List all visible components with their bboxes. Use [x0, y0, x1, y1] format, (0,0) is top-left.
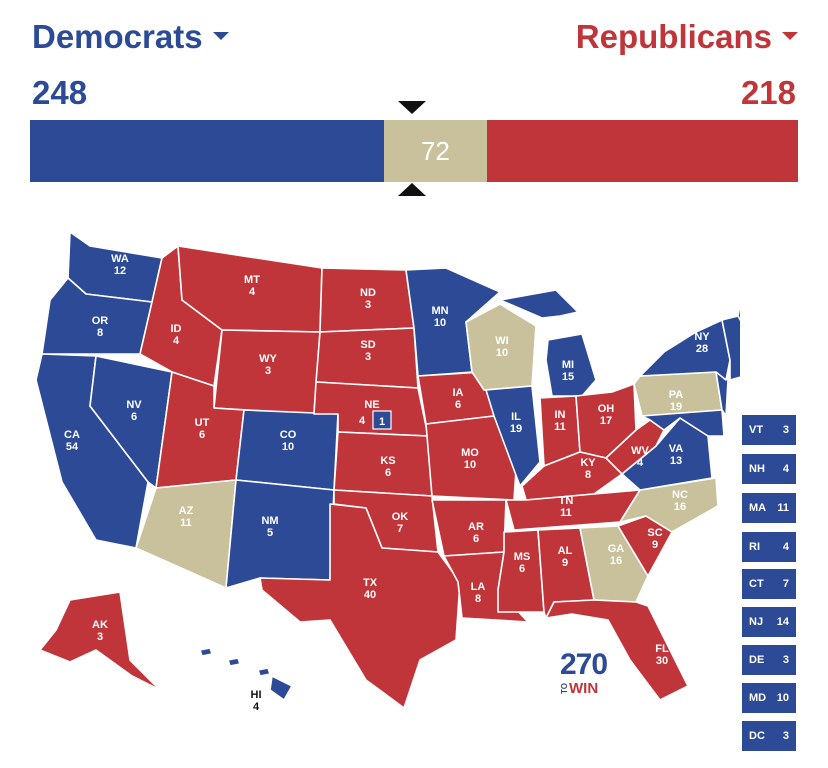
state-FL[interactable]: [545, 599, 689, 701]
small-state-abbr: DC: [749, 730, 765, 742]
small-state-abbr: CT: [749, 578, 764, 590]
state-ND[interactable]: [319, 267, 415, 333]
state-MS[interactable]: [497, 529, 545, 613]
state-IL[interactable]: [485, 385, 541, 487]
state-SD[interactable]: [315, 327, 419, 389]
caret-down-icon: [782, 32, 798, 41]
270towin-logo: 270 TO WIN: [560, 648, 610, 698]
state-WI[interactable]: [465, 303, 537, 391]
democrats-vote-count: 248: [32, 74, 88, 111]
electoral-vote-bar: 72: [30, 120, 798, 182]
state-AK[interactable]: [39, 591, 161, 691]
republicans-dropdown[interactable]: Republicans: [576, 18, 798, 56]
republicans-vote-count: 218: [740, 74, 796, 111]
small-state-abbr: VT: [749, 424, 764, 436]
small-state-abbr: DE: [749, 654, 765, 666]
small-state-abbr: MA: [749, 502, 767, 514]
logo-to: TO: [560, 683, 569, 694]
us-electoral-map: 1 WA 12 OR 8 CA 54 NV 6 ID 4 MT 4 WY 3 U…: [35, 231, 740, 713]
label-ev-HI: 4: [253, 701, 260, 713]
logo-win: WIN: [569, 680, 599, 697]
state-KS[interactable]: [333, 431, 433, 497]
republicans-label: Republicans: [575, 18, 772, 55]
logo-number: 270: [560, 648, 608, 681]
state-NY[interactable]: [639, 319, 731, 381]
tossup-vote-count: 72: [420, 135, 450, 166]
small-state-abbr: RI: [749, 541, 760, 553]
small-state-CT[interactable]: CT 7: [742, 569, 796, 599]
midpoint-marker-top-icon: [398, 101, 426, 114]
small-state-DE[interactable]: DE 3: [742, 645, 796, 675]
ne-district-box[interactable]: [372, 410, 392, 430]
small-state-abbr: MD: [749, 692, 767, 704]
small-state-ev: 11: [777, 502, 789, 514]
state-NM[interactable]: [225, 479, 335, 589]
small-state-NH[interactable]: NH 4: [742, 454, 796, 484]
state-PA[interactable]: [633, 371, 723, 417]
caret-down-icon: [212, 32, 229, 41]
small-state-ev: 7: [782, 578, 789, 590]
state-GA[interactable]: [579, 525, 649, 603]
state-WY[interactable]: [213, 329, 321, 415]
small-state-ev: 4: [782, 463, 789, 475]
small-state-VT[interactable]: VT 3: [742, 415, 796, 445]
small-state-NJ[interactable]: NJ 14: [742, 607, 796, 637]
state-HI[interactable]: [199, 647, 293, 701]
state-ME[interactable]: [737, 256, 740, 340]
small-state-ev: 3: [782, 730, 789, 742]
small-state-ev: 3: [782, 424, 789, 436]
state-AZ[interactable]: [135, 479, 237, 589]
democrats-label: Democrats: [32, 18, 203, 55]
state-AR[interactable]: [431, 499, 507, 557]
democrats-dropdown[interactable]: Democrats: [32, 18, 229, 56]
label-abbr-HI: HI: [251, 689, 262, 701]
small-state-MA[interactable]: MA 11: [742, 493, 796, 523]
small-state-ev: 3: [782, 654, 789, 666]
small-state-abbr: NJ: [749, 616, 764, 628]
midpoint-marker-bottom-icon: [398, 183, 426, 196]
small-state-RI[interactable]: RI 4: [742, 532, 796, 562]
democrats-bar-segment: [30, 120, 385, 182]
state-MO[interactable]: [425, 415, 517, 501]
small-state-ev: 14: [776, 616, 789, 628]
small-state-DC[interactable]: DC 3: [742, 721, 796, 751]
small-state-ev: 10: [776, 692, 789, 704]
state-CO[interactable]: [235, 409, 339, 491]
tossup-bar-segment: 72: [384, 120, 487, 182]
state-TX[interactable]: [259, 503, 461, 709]
small-state-MD[interactable]: MD 10: [742, 683, 796, 713]
small-state-ev: 4: [782, 541, 789, 553]
republicans-bar-segment: [486, 120, 798, 182]
state-NV[interactable]: [89, 355, 173, 489]
state-MD[interactable]: [641, 409, 725, 437]
small-state-abbr: NH: [749, 463, 765, 475]
